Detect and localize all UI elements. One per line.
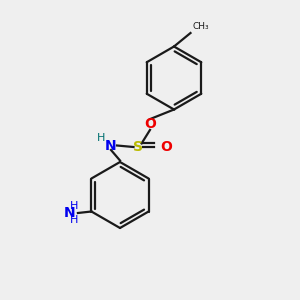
Text: N: N: [64, 206, 76, 220]
Text: H: H: [97, 133, 106, 143]
Text: H: H: [70, 214, 78, 225]
Text: O: O: [160, 140, 172, 154]
Text: N: N: [105, 139, 117, 152]
Text: CH₃: CH₃: [193, 22, 209, 31]
Text: H: H: [70, 201, 78, 212]
Text: O: O: [144, 118, 156, 131]
Text: S: S: [133, 140, 143, 154]
